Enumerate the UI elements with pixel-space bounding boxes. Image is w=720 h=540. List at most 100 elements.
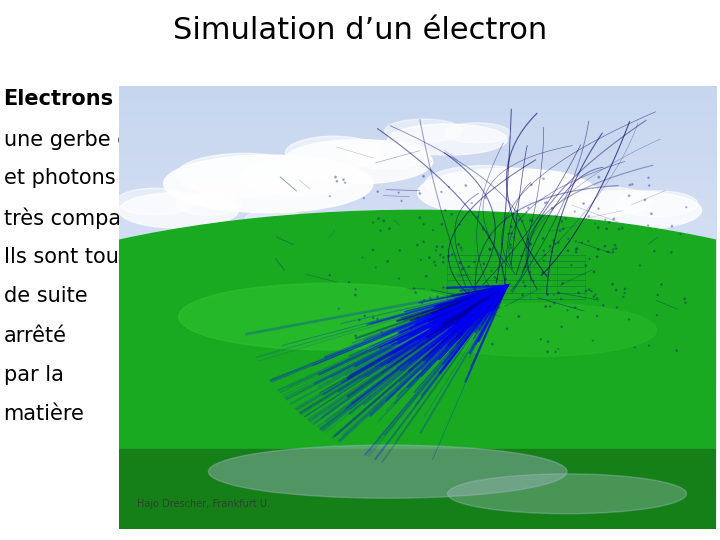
Point (372, 187, 384, 196)
Text: arrêté: arrêté (4, 326, 66, 346)
Point (436, 220, 448, 228)
Point (588, 292, 600, 301)
Point (516, 252, 527, 260)
Point (477, 225, 489, 234)
Point (436, 187, 447, 196)
Point (483, 234, 495, 242)
Text: de suite: de suite (4, 286, 87, 306)
Point (608, 215, 619, 224)
Point (517, 291, 528, 299)
Point (600, 215, 611, 224)
Point (418, 172, 429, 181)
Point (485, 286, 497, 294)
Ellipse shape (418, 303, 657, 356)
Point (432, 292, 444, 301)
Point (455, 320, 467, 328)
Point (431, 246, 442, 255)
Ellipse shape (554, 187, 652, 217)
Point (587, 336, 598, 345)
Point (666, 222, 678, 231)
Point (562, 246, 574, 255)
Point (539, 251, 551, 260)
Text: une gerbe d’électrons: une gerbe d’électrons (4, 129, 233, 150)
Point (480, 193, 491, 202)
Point (488, 301, 500, 310)
Point (367, 246, 379, 254)
Ellipse shape (176, 153, 312, 197)
Ellipse shape (0, 211, 720, 540)
Point (453, 240, 464, 249)
Point (324, 192, 336, 200)
Point (480, 282, 492, 291)
Point (556, 322, 567, 331)
Point (466, 199, 477, 207)
Ellipse shape (283, 139, 433, 184)
Point (420, 272, 432, 280)
Point (524, 268, 536, 276)
Point (520, 262, 531, 271)
Ellipse shape (448, 474, 687, 514)
Point (593, 245, 604, 254)
Point (666, 248, 678, 256)
Point (549, 239, 560, 248)
Point (456, 265, 468, 274)
Point (643, 341, 654, 350)
Point (427, 226, 438, 234)
Text: Ils sont tout: Ils sont tout (4, 247, 127, 267)
Point (538, 246, 549, 255)
Point (603, 248, 614, 256)
Point (393, 188, 405, 197)
Point (556, 217, 567, 226)
Ellipse shape (119, 193, 238, 228)
Point (446, 210, 457, 219)
Ellipse shape (245, 210, 303, 229)
Point (540, 302, 552, 311)
Text: très compacte: très compacte (4, 207, 153, 229)
Point (583, 212, 595, 220)
Point (611, 303, 623, 312)
Point (435, 251, 446, 259)
Point (634, 261, 646, 270)
Ellipse shape (616, 191, 698, 217)
Point (350, 332, 361, 340)
Point (493, 303, 505, 312)
Point (511, 207, 523, 215)
Point (503, 230, 514, 238)
Point (656, 280, 667, 289)
Point (505, 240, 516, 249)
Point (643, 173, 654, 182)
Ellipse shape (303, 213, 353, 230)
Point (446, 250, 458, 259)
Point (557, 279, 568, 288)
Point (501, 325, 513, 333)
Point (546, 204, 558, 213)
Point (611, 286, 622, 294)
Ellipse shape (387, 124, 507, 155)
Point (472, 213, 483, 221)
Point (372, 314, 383, 323)
Point (487, 284, 499, 292)
Point (639, 195, 651, 204)
Point (517, 217, 528, 225)
Point (455, 259, 467, 267)
Point (618, 289, 630, 298)
Text: et photons secondaires: et photons secondaires (4, 168, 247, 188)
Point (354, 315, 365, 324)
Point (560, 214, 572, 223)
Point (425, 295, 436, 303)
Point (496, 240, 508, 248)
Point (626, 180, 638, 188)
Point (478, 260, 490, 268)
Point (537, 234, 549, 243)
Point (649, 247, 660, 255)
Point (539, 199, 551, 207)
Point (624, 191, 635, 200)
Point (423, 253, 435, 262)
Point (526, 217, 538, 225)
Point (600, 225, 612, 233)
Point (593, 204, 604, 213)
Point (367, 313, 379, 322)
Text: matière: matière (4, 404, 84, 424)
Point (550, 348, 562, 356)
Point (418, 238, 429, 246)
